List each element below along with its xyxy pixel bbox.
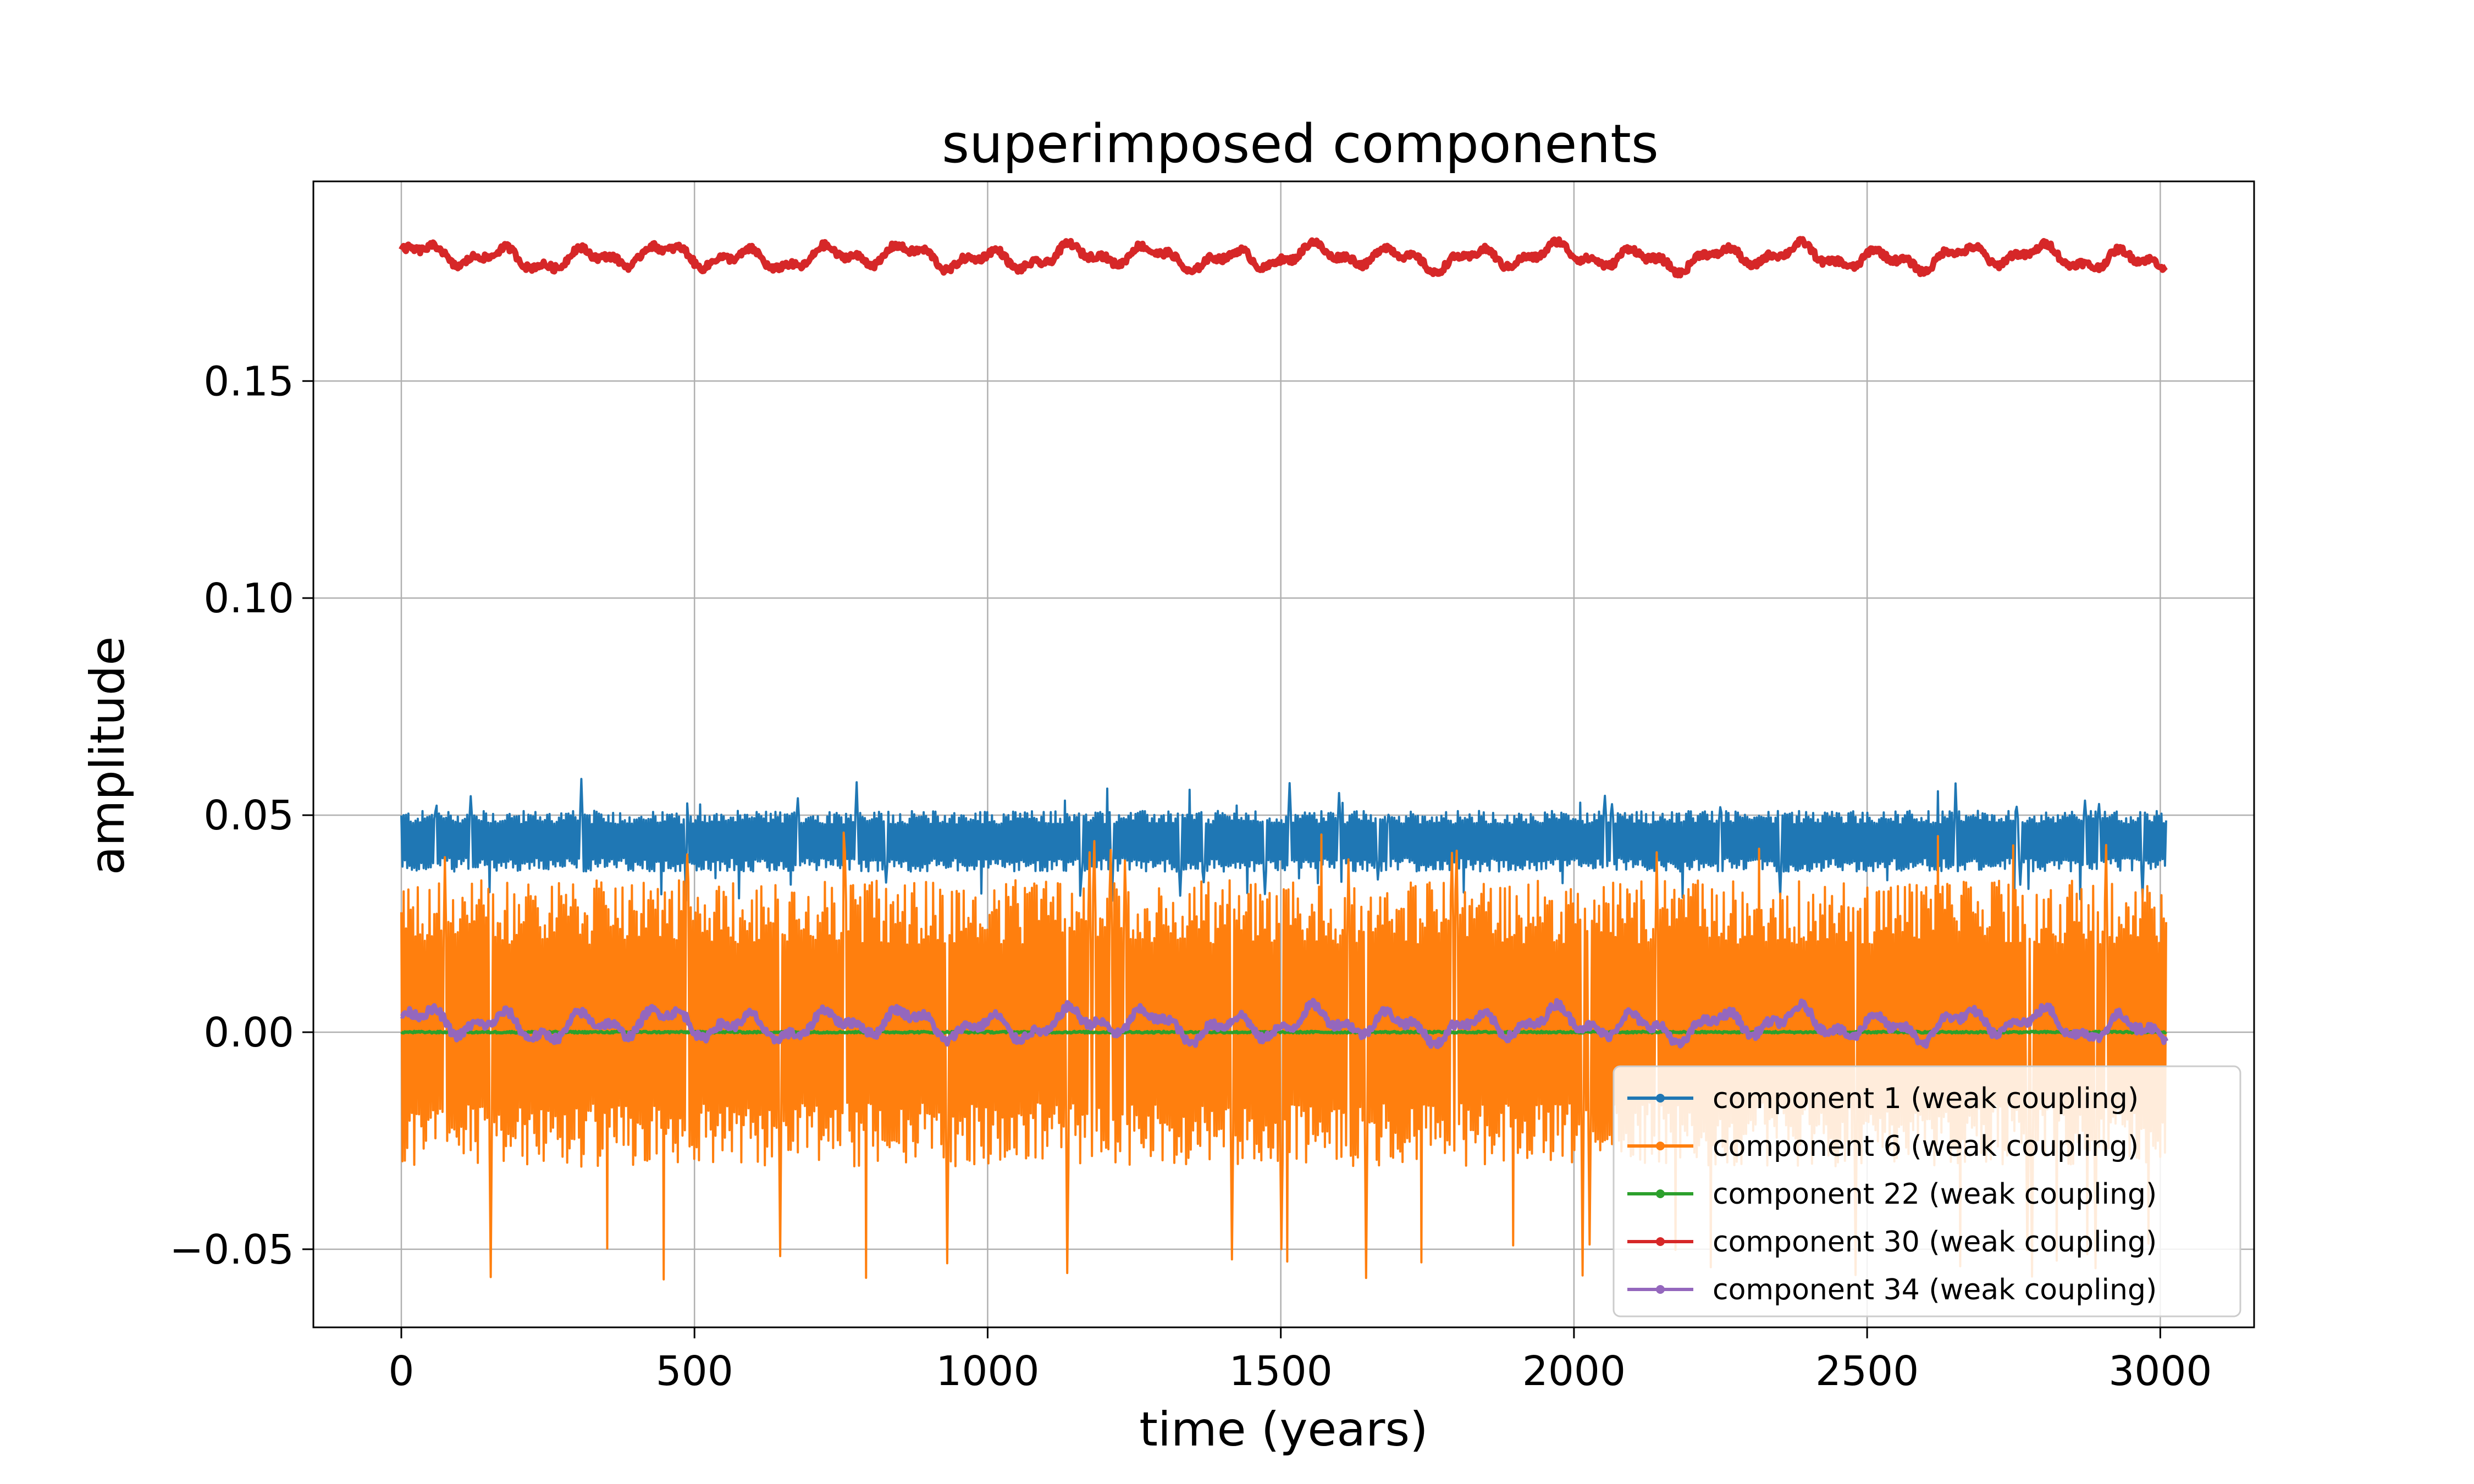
x-tick-label: 500 — [656, 1348, 733, 1395]
legend-label: component 6 (weak coupling) — [1713, 1130, 2139, 1163]
y-tick-label: 0.05 — [203, 792, 294, 839]
y-tick-label: −0.05 — [169, 1226, 294, 1273]
series-line-5 — [400, 998, 2169, 1049]
x-axis-label: time (years) — [1139, 1402, 1428, 1457]
y-tick-label: 0.10 — [203, 575, 294, 622]
x-tick-label: 2000 — [1522, 1348, 1626, 1395]
x-tick-label: 2500 — [1815, 1348, 1919, 1395]
legend-label: component 1 (weak coupling) — [1713, 1082, 2139, 1115]
legend-marker — [1656, 1189, 1665, 1198]
y-axis-label: amplitude — [80, 636, 135, 876]
legend-marker — [1656, 1142, 1665, 1150]
series-line-1 — [400, 778, 2167, 902]
legend-marker — [1656, 1285, 1665, 1294]
series-line-4 — [399, 236, 2168, 279]
x-tick-label: 0 — [388, 1348, 414, 1395]
series-layer — [399, 236, 2169, 1281]
y-axis: −0.05 0.00 0.05 0.10 0.15 — [169, 358, 313, 1273]
y-tick-label: 0.15 — [203, 358, 294, 405]
y-tick-label: 0.00 — [203, 1009, 294, 1056]
series-line-2 — [400, 831, 2167, 1281]
legend-label: component 22 (weak coupling) — [1713, 1178, 2157, 1211]
legend-label: component 30 (weak coupling) — [1713, 1226, 2157, 1259]
legend-marker — [1656, 1237, 1665, 1246]
x-axis: 0 500 1000 1500 2000 2500 3000 — [388, 1327, 2212, 1395]
x-tick-label: 1000 — [936, 1348, 1039, 1395]
legend-marker — [1656, 1094, 1665, 1103]
legend-label: component 34 (weak coupling) — [1713, 1273, 2157, 1306]
x-tick-label: 3000 — [2108, 1348, 2212, 1395]
x-tick-label: 1500 — [1229, 1348, 1333, 1395]
chart-title: superimposed components — [942, 113, 1659, 175]
legend: component 1 (weak coupling) component 6 (… — [1612, 1065, 2241, 1317]
legend-box — [1612, 1065, 2241, 1317]
plot-frame — [312, 180, 2255, 1328]
